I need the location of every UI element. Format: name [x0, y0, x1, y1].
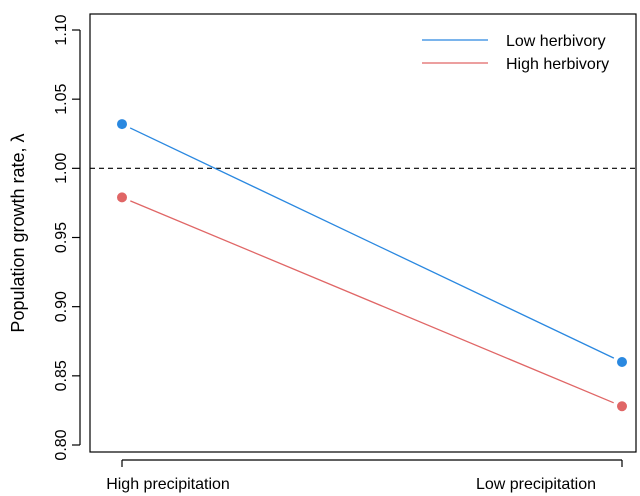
x-axis: High precipitation Low precipitation: [106, 460, 622, 493]
legend-label: Low herbivory: [506, 33, 606, 50]
y-axis: 0.80 0.85 0.90 0.95 1.00 1.05 1.10: [53, 14, 80, 460]
x-tick-label: High precipitation: [106, 476, 230, 493]
y-tick-label: 1.05: [53, 83, 70, 114]
x-tick-label: Low precipitation: [476, 476, 596, 493]
data-point-low-herbivory: [617, 357, 627, 367]
y-tick-label: 0.95: [53, 222, 70, 253]
y-tick-label: 1.10: [53, 14, 70, 45]
legend: Low herbivory High herbivory: [422, 33, 609, 73]
data-point-high-herbivory: [117, 192, 127, 202]
data-point-low-herbivory: [117, 119, 127, 129]
series-line-high-herbivory: [130, 201, 613, 403]
plot-frame: [90, 14, 636, 452]
legend-label: High herbivory: [506, 56, 609, 73]
series-line-low-herbivory: [130, 128, 614, 358]
data-point-high-herbivory: [617, 401, 627, 411]
y-axis-title: Population growth rate, λ: [8, 133, 28, 332]
y-tick-label: 0.80: [53, 429, 70, 460]
y-tick-label: 0.85: [53, 360, 70, 391]
y-tick-label: 0.90: [53, 291, 70, 322]
series-layer: [117, 119, 627, 411]
y-tick-label: 1.00: [53, 153, 70, 184]
